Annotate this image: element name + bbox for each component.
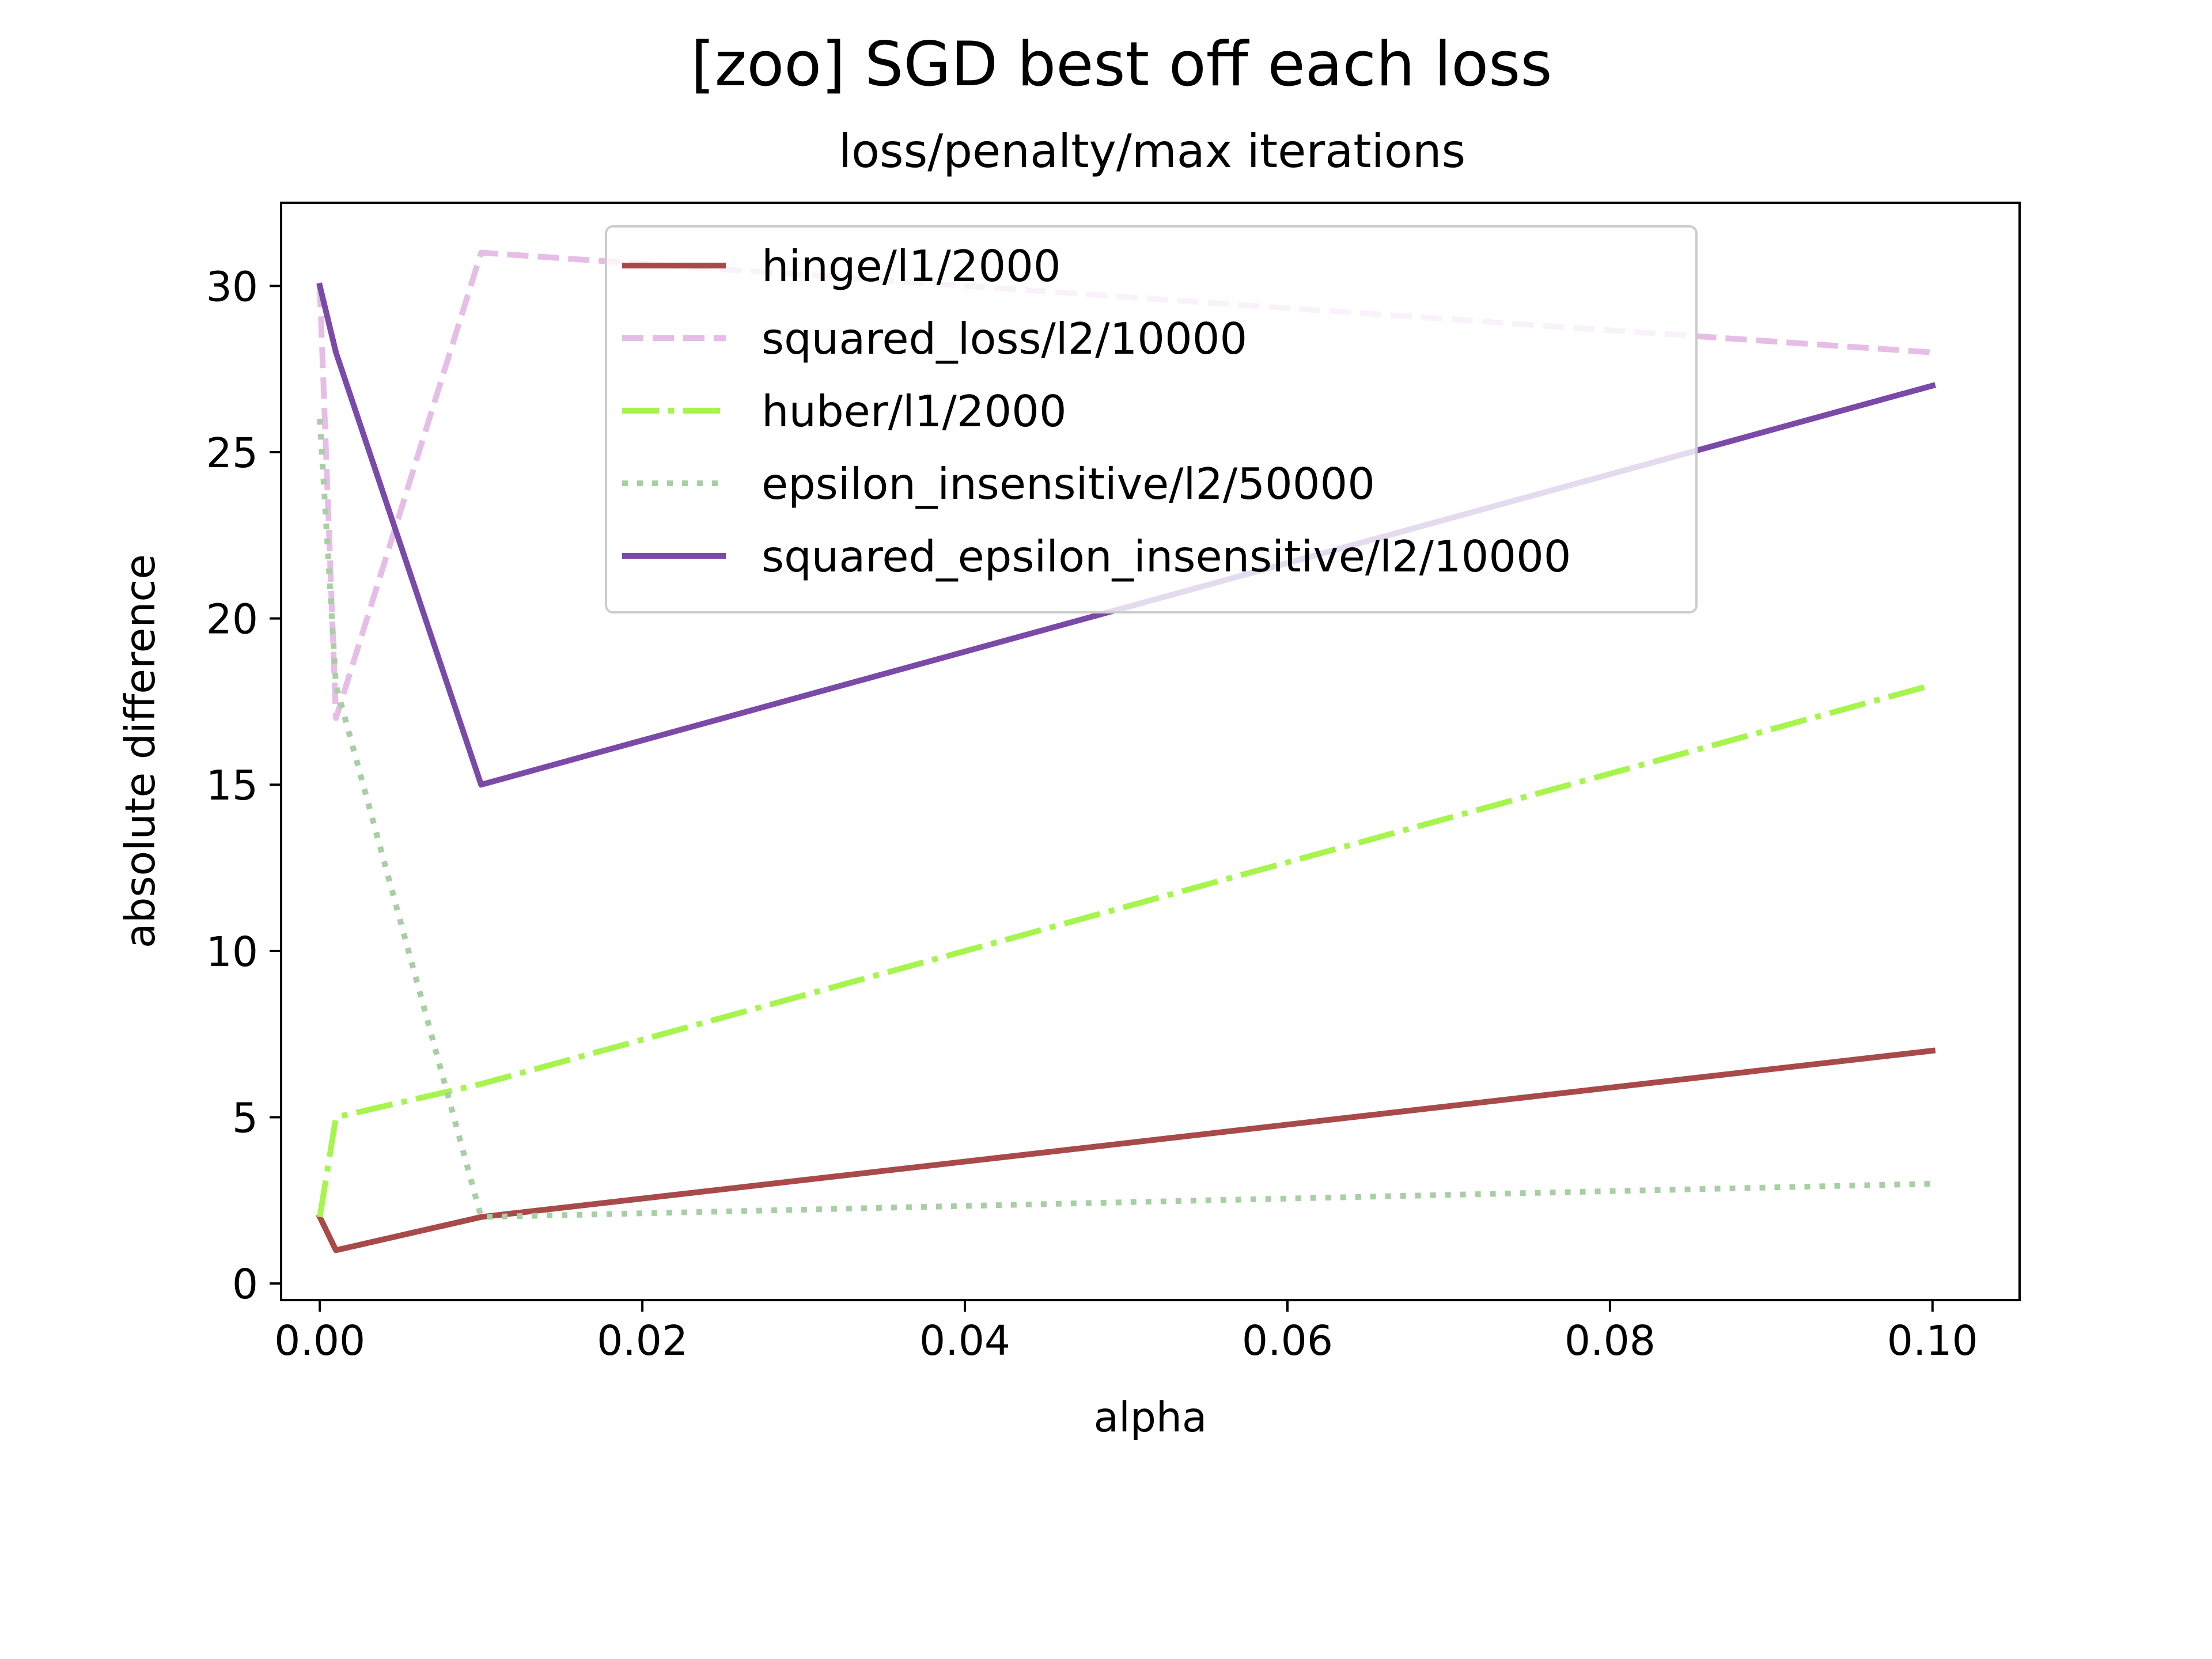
x-tick-label: 0.06 <box>1242 1317 1333 1365</box>
y-tick-label: 30 <box>206 263 258 310</box>
legend-label: epsilon_insensitive/l2/50000 <box>762 459 1375 509</box>
y-tick-label: 20 <box>206 596 258 643</box>
x-tick-label: 0.00 <box>274 1317 365 1365</box>
plot-frame <box>280 202 2021 1301</box>
series-line-3 <box>317 682 1934 1218</box>
x-tick-label: 0.02 <box>597 1317 688 1365</box>
chart-title: [zoo] SGD best off each loss <box>691 29 1552 100</box>
y-tick-label: 0 <box>232 1260 258 1308</box>
legend: hinge/l1/2000 squared_loss/l2/10000 huber/… <box>605 225 1698 613</box>
y-axis: 0 5 10 15 20 25 30 <box>206 263 281 1308</box>
x-axis-label: alpha <box>1094 1393 1207 1441</box>
series-layer <box>316 249 1936 1253</box>
legend-label: squared_epsilon_insensitive/l2/10000 <box>762 531 1571 582</box>
y-tick-label: 25 <box>206 429 258 477</box>
x-axis: 0.00 0.02 0.04 0.06 0.08 0.10 <box>274 1300 1978 1365</box>
legend-label: hinge/l1/2000 <box>762 241 1061 291</box>
y-tick-label: 15 <box>206 762 258 809</box>
y-tick-label: 5 <box>232 1094 258 1142</box>
y-axis-label: absolute difference <box>116 554 164 948</box>
x-tick-label: 0.04 <box>919 1317 1010 1365</box>
series-line-1 <box>316 1047 1936 1253</box>
series-line-2 <box>317 249 1933 721</box>
legend-label: squared_loss/l2/10000 <box>762 313 1247 364</box>
y-tick-label: 10 <box>206 928 258 976</box>
chart-subtitle: loss/penalty/max iterations <box>839 124 1465 178</box>
legend-box <box>605 225 1698 613</box>
series-line-4 <box>317 418 1933 1220</box>
x-tick-label: 0.10 <box>1887 1317 1978 1365</box>
x-tick-label: 0.08 <box>1565 1317 1656 1365</box>
legend-label: huber/l1/2000 <box>762 386 1067 437</box>
